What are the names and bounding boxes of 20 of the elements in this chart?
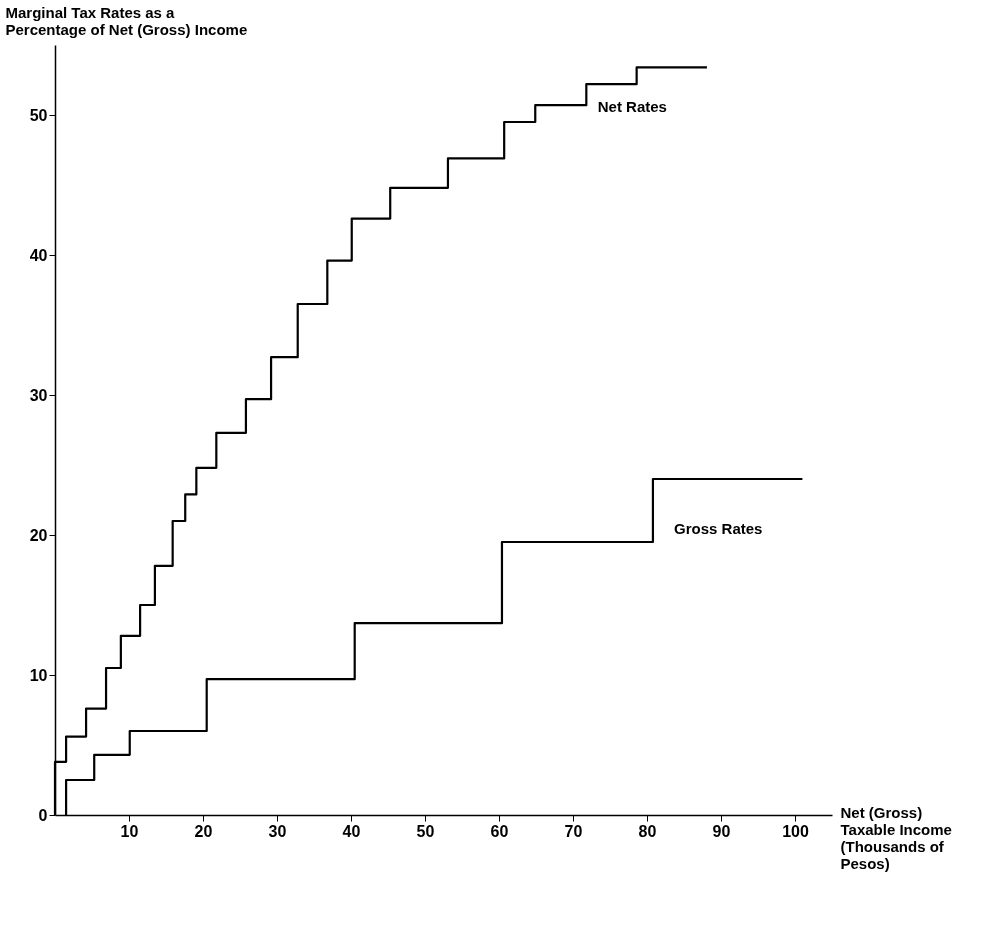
x-axis-title: Net (Gross) Taxable Income (Thousands of Pesos): [840, 803, 952, 872]
x-tick-label: 60: [490, 822, 509, 840]
y-tick-label: 30: [29, 386, 48, 404]
x-tick-label: 100: [782, 822, 809, 840]
x-tick-label: 80: [638, 822, 657, 840]
x-tick-label: 10: [120, 822, 139, 840]
series-label: Gross Rates: [674, 520, 763, 537]
series-label: Net Rates: [597, 98, 667, 116]
y-tick-label: 40: [29, 246, 48, 264]
y-tick-label: 10: [29, 666, 48, 684]
y-tick-label: 0: [38, 806, 48, 824]
x-tick-label: 40: [342, 822, 361, 840]
y-tick-label: 20: [29, 526, 48, 544]
x-tick-label: 70: [564, 822, 583, 840]
x-tick-label: 20: [194, 822, 213, 840]
x-tick-label: 50: [416, 822, 435, 840]
x-tick-label: 90: [712, 822, 731, 840]
y-tick-label: 50: [29, 106, 48, 124]
x-tick-label: 30: [268, 822, 287, 840]
y-axis-title: Marginal Tax Rates as a Percentage of Net (Gross) Income: [5, 3, 248, 38]
